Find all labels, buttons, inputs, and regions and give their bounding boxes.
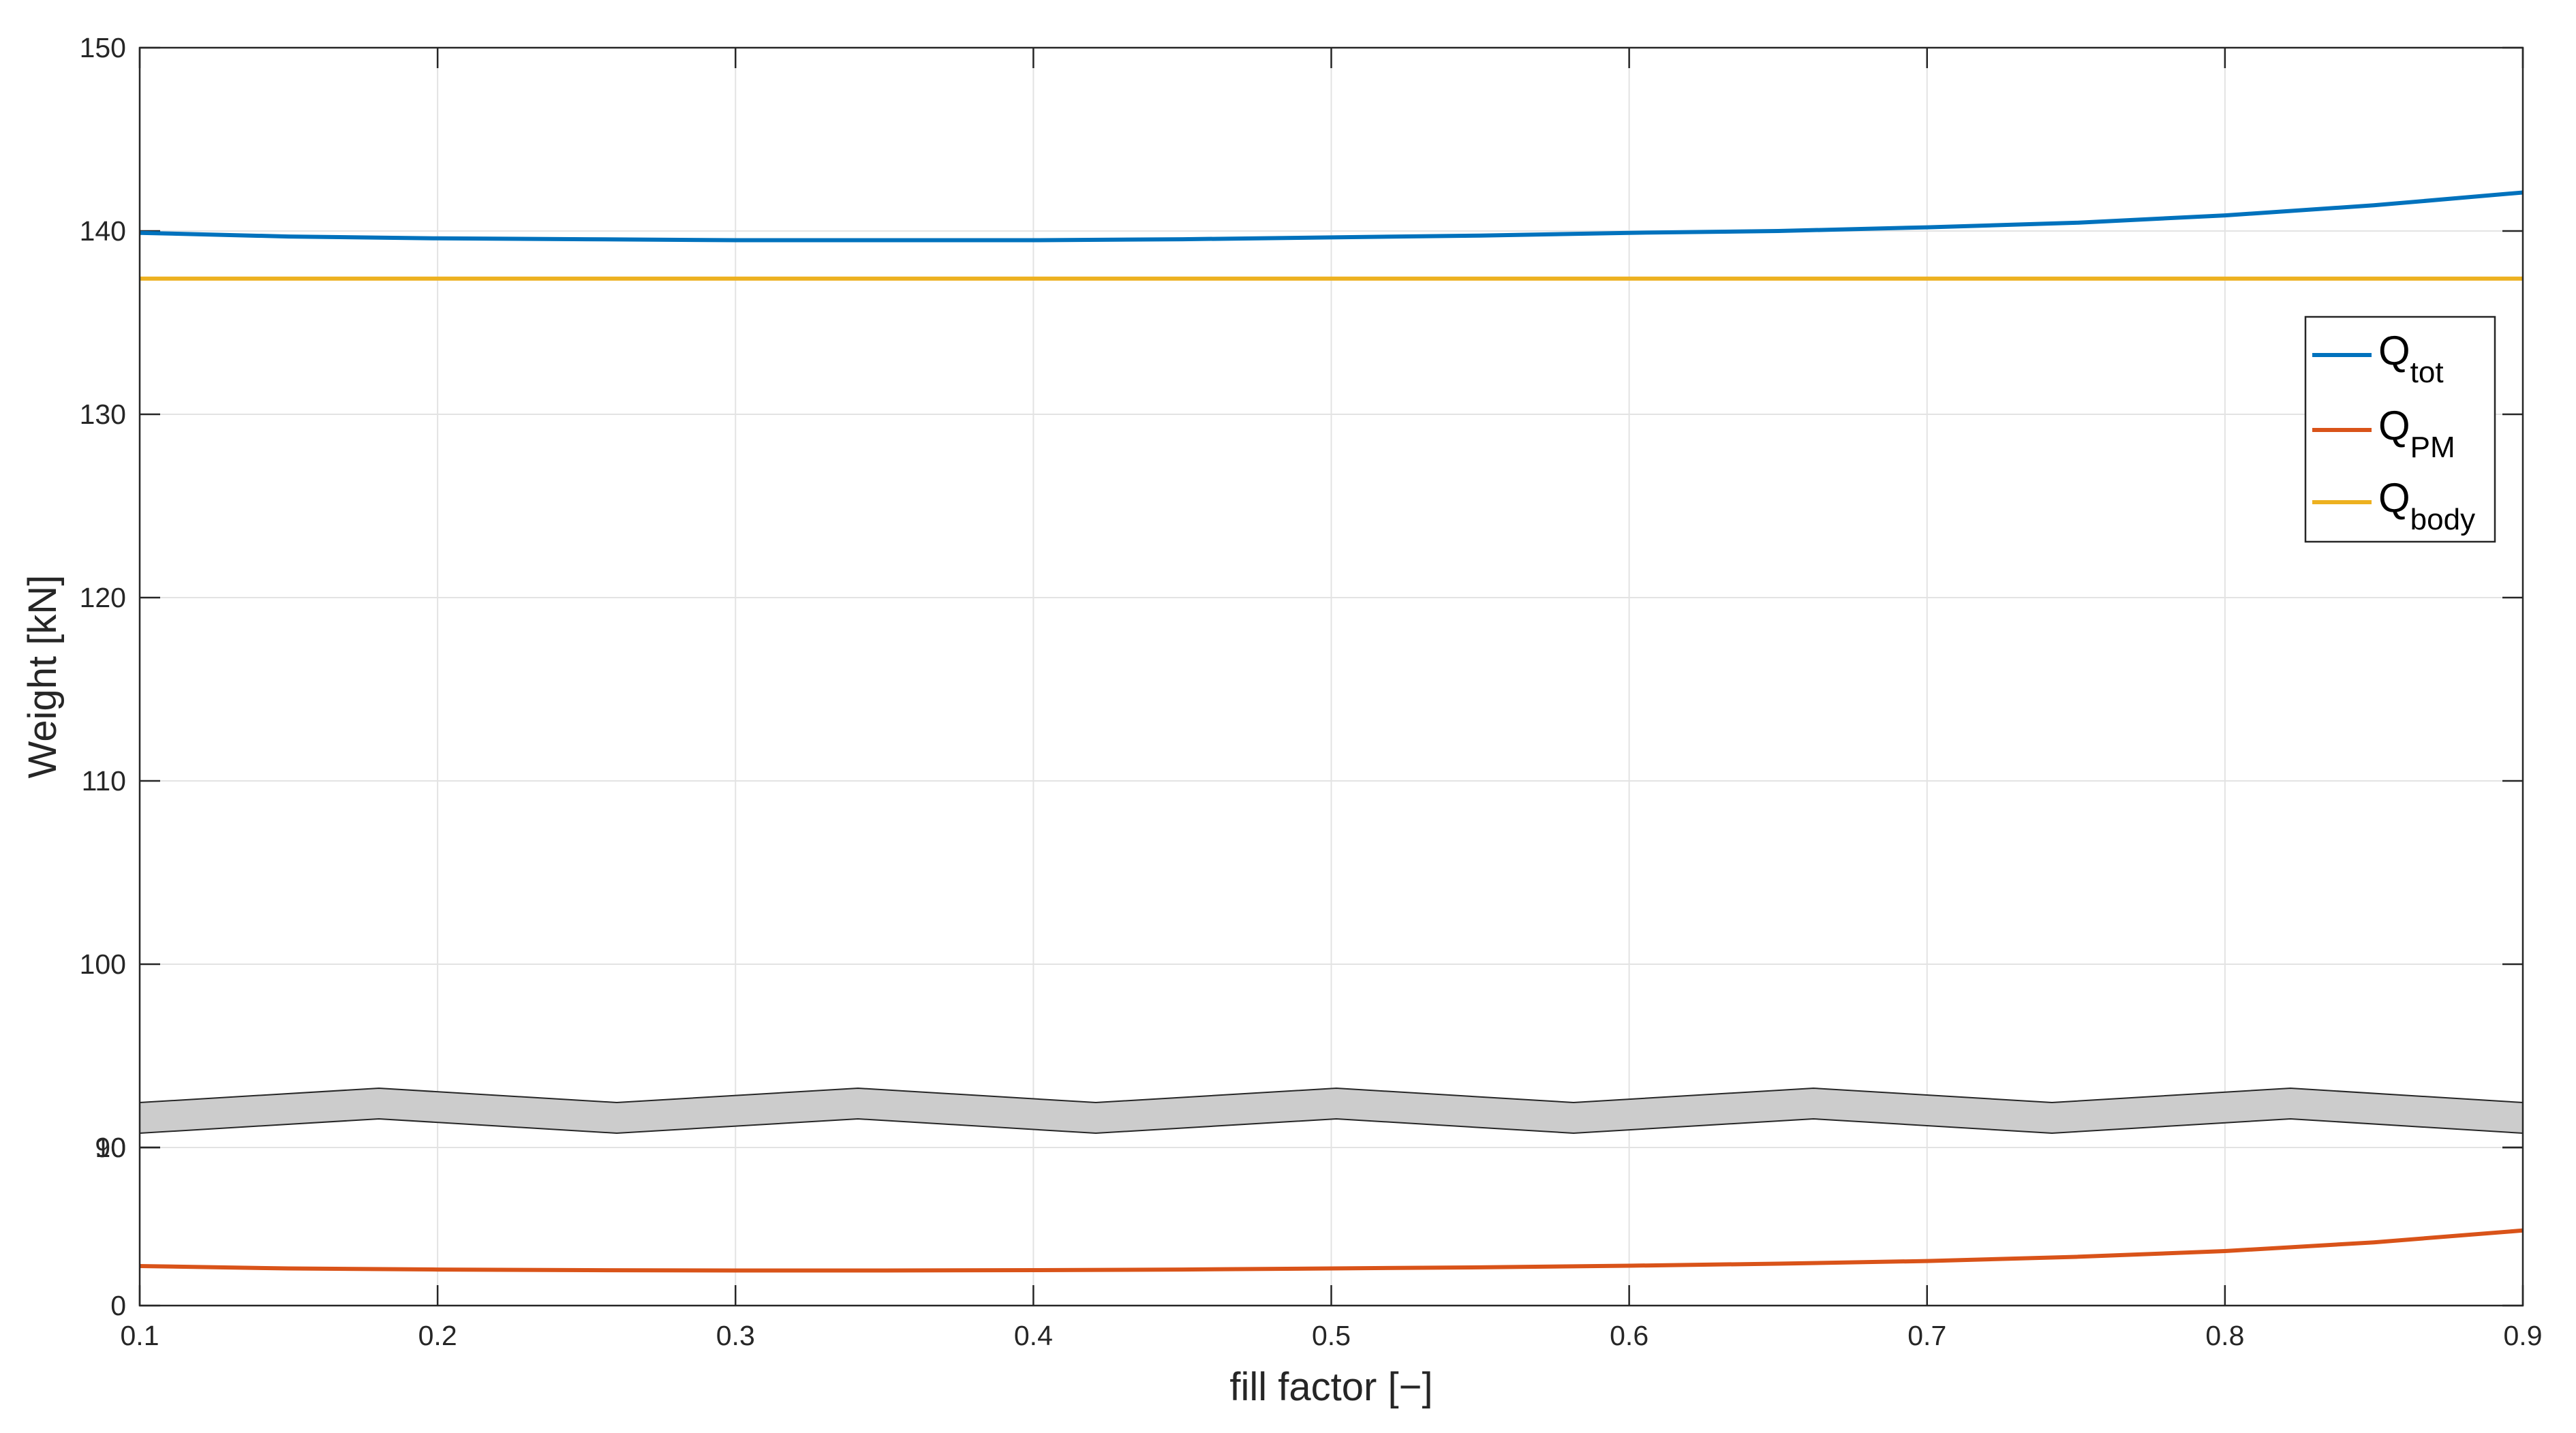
x-axis-title: fill factor [−] xyxy=(1229,1365,1432,1409)
legend-label-tot: Qtot xyxy=(2378,328,2444,389)
x-tick-label: 0.8 xyxy=(2205,1320,2244,1351)
legend-label-main: Q xyxy=(2378,328,2410,373)
legend-label-subscript: PM xyxy=(2410,431,2455,464)
axis-break-band xyxy=(140,1088,2523,1133)
series-lines xyxy=(139,190,2524,1273)
axis-break-bottom-edge xyxy=(139,1118,2524,1135)
legend-label-main: Q xyxy=(2378,403,2410,448)
legend-label-PM: QPM xyxy=(2378,403,2455,464)
axis-break-top-edge xyxy=(139,1087,2524,1104)
legend-label-subscript: tot xyxy=(2410,356,2444,389)
y-tick-label: 150 xyxy=(80,32,126,63)
y-tick-label: 140 xyxy=(80,215,126,247)
y-axis-title: Weight [kN] xyxy=(20,575,65,779)
y-tick-label: 0 xyxy=(110,1290,126,1321)
legend-label-subscript: body xyxy=(2410,503,2475,536)
y-tick-label: 10 xyxy=(95,1132,126,1163)
axis-break xyxy=(139,1087,2524,1135)
x-tick-label: 0.4 xyxy=(1014,1320,1053,1351)
x-tick-label: 0.2 xyxy=(418,1320,457,1351)
x-tick-label: 0.5 xyxy=(1312,1320,1351,1351)
series-line-PM xyxy=(139,1228,2524,1273)
y-tick-label: 90 xyxy=(95,1132,126,1163)
x-tick-label: 0.9 xyxy=(2504,1320,2543,1351)
x-tick-label: 0.3 xyxy=(716,1320,755,1351)
legend-label-body: Qbody xyxy=(2378,475,2475,536)
y-tick-label: 130 xyxy=(80,399,126,430)
series-line-tot xyxy=(139,190,2524,243)
y-tick-label: 120 xyxy=(80,582,126,613)
x-tick-label: 0.1 xyxy=(121,1320,159,1351)
x-tick-label: 0.6 xyxy=(1610,1320,1649,1351)
y-tick-label: 110 xyxy=(82,765,126,797)
x-tick-label: 0.7 xyxy=(1907,1320,1946,1351)
legend-label-main: Q xyxy=(2378,475,2410,521)
plot-frame xyxy=(138,46,2524,1307)
x-tick-labels: 0.1 0.2 0.3 0.4 0.5 0.6 0.7 0.8 0.9 xyxy=(121,1320,2543,1351)
y-tick-label: 100 xyxy=(80,949,126,980)
